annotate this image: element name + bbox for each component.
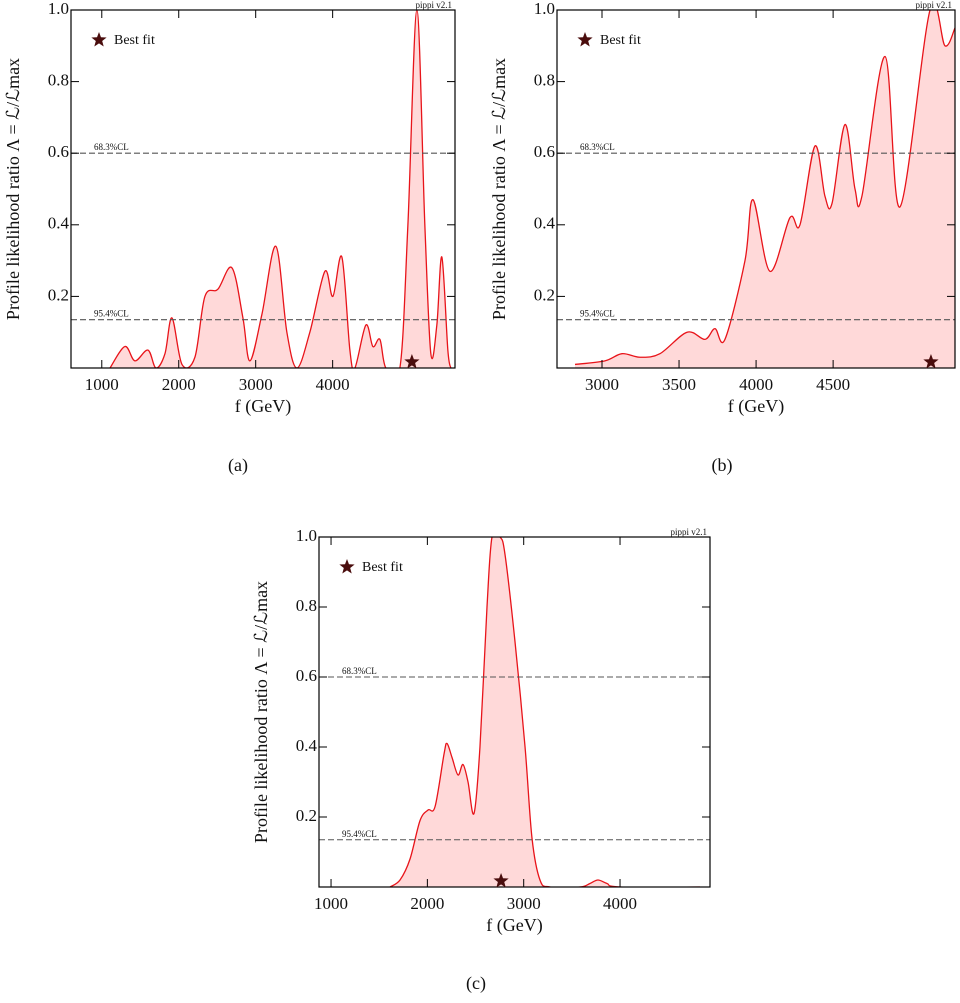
x-tick-label: 2000 <box>410 894 444 913</box>
legend-label: Best fit <box>362 560 403 575</box>
y-tick-label: 0.6 <box>48 142 69 161</box>
cl-label: 68.3%CL <box>342 666 377 676</box>
best-fit-star <box>923 354 939 369</box>
area-fill <box>110 10 451 368</box>
x-tick-label: 4000 <box>316 375 350 394</box>
caption: (a) <box>228 455 248 476</box>
watermark: pippi v2.1 <box>415 0 452 10</box>
y-tick-label: 0.8 <box>296 596 317 615</box>
caption: (c) <box>466 973 486 994</box>
panel: 68.3%CL 95.4%CL 3000 3500 4000 4500 0.2 0.4 0.6 0… <box>489 0 956 476</box>
best-fit-star <box>404 354 420 369</box>
x-tick-label: 1000 <box>314 894 348 913</box>
y-tick-label: 0.4 <box>48 214 70 233</box>
plot-frame <box>318 536 711 888</box>
y-tick-label: 0.2 <box>534 285 555 304</box>
watermark: pippi v2.1 <box>915 0 952 10</box>
x-tick-label: 4000 <box>739 375 773 394</box>
legend-label: Best fit <box>600 33 641 48</box>
panel: 68.3%CL 95.4%CL 1000 2000 3000 4000 0.2 0.4 0.6 0… <box>3 0 456 476</box>
panel: 68.3%CL 95.4%CL 1000 2000 3000 4000 0.2 0.4 0.6 0… <box>251 526 711 994</box>
x-tick-label: 1000 <box>85 375 119 394</box>
y-tick-label: 0.4 <box>534 214 556 233</box>
y-tick-label: 1.0 <box>296 526 317 545</box>
cl-label: 95.4%CL <box>94 309 129 319</box>
y-tick-label: 0.8 <box>48 71 69 90</box>
y-axis-label: Profile likelihood ratio Λ = ℒ/ℒmax <box>3 58 23 320</box>
legend-star <box>339 559 355 574</box>
x-tick-label: 3000 <box>239 375 273 394</box>
y-tick-label: 1.0 <box>534 0 555 18</box>
y-tick-label: 0.6 <box>296 666 317 685</box>
x-tick-label: 3500 <box>662 375 696 394</box>
y-tick-label: 0.4 <box>296 736 318 755</box>
x-axis-label: f (GeV) <box>486 915 542 936</box>
x-tick-label: 4500 <box>816 375 850 394</box>
cl-label: 95.4%CL <box>580 309 615 319</box>
cl-label: 68.3%CL <box>94 142 129 152</box>
legend-star <box>91 32 107 47</box>
x-tick-label: 4000 <box>603 894 637 913</box>
y-tick-label: 0.2 <box>296 806 317 825</box>
x-tick-label: 3000 <box>585 375 619 394</box>
legend-label: Best fit <box>114 33 155 48</box>
caption: (b) <box>712 455 733 476</box>
x-axis-label: f (GeV) <box>728 396 784 417</box>
x-tick-label: 3000 <box>507 894 541 913</box>
cl-label: 68.3%CL <box>580 142 615 152</box>
area-fill <box>389 537 700 887</box>
watermark: pippi v2.1 <box>670 527 707 537</box>
y-tick-label: 0.8 <box>534 71 555 90</box>
x-axis-label: f (GeV) <box>235 396 291 417</box>
y-tick-label: 1.0 <box>48 0 69 18</box>
cl-label: 95.4%CL <box>342 829 377 839</box>
x-tick-label: 2000 <box>162 375 196 394</box>
y-axis-label: Profile likelihood ratio Λ = ℒ/ℒmax <box>251 581 271 843</box>
plot-frame <box>70 9 456 369</box>
area-fill <box>575 10 955 368</box>
legend-star <box>577 32 593 47</box>
y-tick-label: 0.6 <box>534 142 555 161</box>
y-axis-label: Profile likelihood ratio Λ = ℒ/ℒmax <box>489 58 509 320</box>
likelihood-line <box>574 10 955 366</box>
likelihood-line <box>109 10 452 368</box>
y-tick-label: 0.2 <box>48 285 69 304</box>
best-fit-star <box>493 873 509 888</box>
